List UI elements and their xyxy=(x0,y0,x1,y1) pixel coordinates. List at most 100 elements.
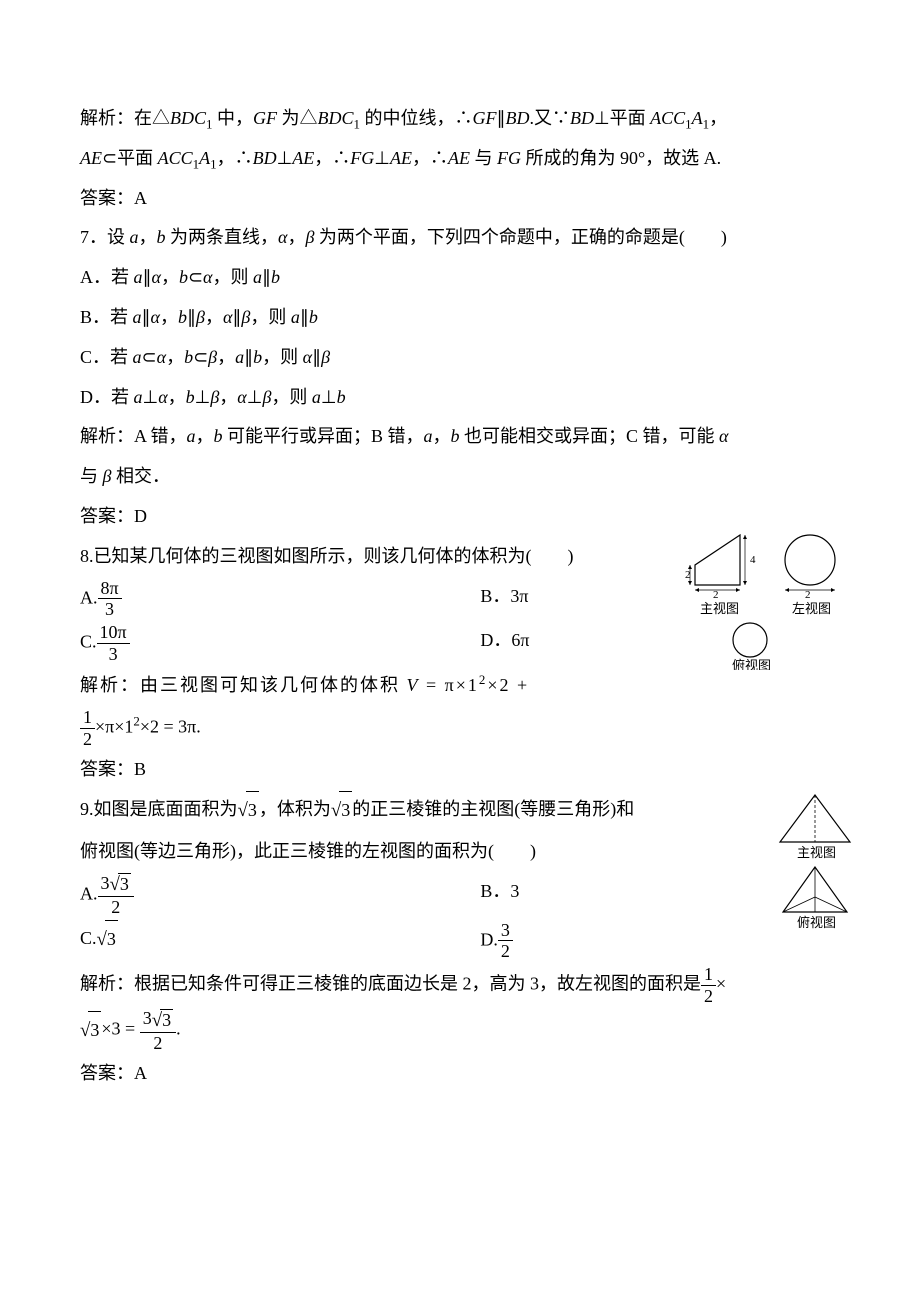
n: 3 xyxy=(498,920,513,941)
l: B． xyxy=(480,586,510,606)
q9-analysis: 解析：根据已知条件可得正三棱锥的底面边长是 2，高为 3，故左视图的面积是12× xyxy=(80,964,850,1006)
top-view-label: 俯视图 xyxy=(732,658,771,670)
num: 8π xyxy=(98,578,122,599)
gf2: GF xyxy=(472,108,496,128)
q9-figure: 主视图 俯视图 xyxy=(760,787,870,940)
m: ×3 = xyxy=(101,1019,139,1039)
q9-optC: C.√3 xyxy=(80,920,480,960)
sqrt: √3 xyxy=(238,791,259,831)
a: a xyxy=(133,307,142,327)
l: A. xyxy=(80,587,98,607)
be: β xyxy=(210,387,219,407)
perp: ⊥ xyxy=(143,387,159,407)
al: α xyxy=(278,227,287,247)
mid: ，∴ xyxy=(217,148,253,168)
t: 与 xyxy=(80,466,103,486)
main-view-label: 主视图 xyxy=(700,601,739,616)
b: b xyxy=(214,426,223,446)
t: 解析：由三视图可知该几何体的体积 xyxy=(80,675,407,695)
b: b xyxy=(184,347,193,367)
be2: β xyxy=(262,387,271,407)
a2: a xyxy=(312,387,321,407)
t2: 相交． xyxy=(111,466,170,486)
q7-analysis: 解析：A 错，a，b 可能平行或异面；B 错，a，b 也可能相交或异面；C 错，… xyxy=(80,418,850,456)
d: 2 xyxy=(98,896,134,918)
d: 2 xyxy=(498,940,513,962)
text: .又∵ xyxy=(529,108,570,128)
v2: 3 xyxy=(339,791,352,830)
answer-label: 答案： xyxy=(80,759,134,779)
q6-answer: 答案：A xyxy=(80,180,850,218)
n: 3 xyxy=(143,1008,152,1028)
t2: 为两条直线， xyxy=(166,227,279,247)
q7-optB: B．若 a∥α，b∥β，α∥β，则 a∥b xyxy=(80,299,850,337)
al2: α xyxy=(303,347,312,367)
bd: BD xyxy=(505,108,529,128)
left-view-label: 左视图 xyxy=(792,601,831,616)
text: 为△ xyxy=(277,108,318,128)
a: a xyxy=(130,227,139,247)
d: 2 xyxy=(140,1032,176,1054)
frac: 3√32 xyxy=(140,1008,176,1053)
perp4: ⊥ xyxy=(321,387,337,407)
x: × xyxy=(716,973,726,993)
perp2: ⊥ xyxy=(195,387,211,407)
q9-analysis-l2: √3×3 = 3√32. xyxy=(80,1008,850,1053)
al: α xyxy=(152,267,161,287)
sqrt2: √3 xyxy=(152,1009,173,1032)
q7-stem: 7．设 a，b 为两条直线，α，β 为两个平面，下列四个命题中，正确的命题是( … xyxy=(80,219,850,257)
fg: FG xyxy=(350,148,374,168)
q8-answer: 答案：B xyxy=(80,751,850,789)
accA2: A xyxy=(199,148,210,168)
m1: ，体积为 xyxy=(259,799,331,819)
frac: 32 xyxy=(498,920,513,962)
main-label: 主视图 xyxy=(797,845,836,860)
frac: 10π3 xyxy=(97,622,130,664)
acc: ACC xyxy=(650,108,685,128)
t: 俯视图(等边三角形)，此正三棱锥的左视图的面积为( ) xyxy=(80,841,536,861)
ae2: AE xyxy=(292,148,314,168)
dim-2b: 2 xyxy=(713,589,719,601)
a2: a xyxy=(291,307,300,327)
v: V xyxy=(407,675,420,695)
text: 解析：在△ xyxy=(80,108,170,128)
s: 3 xyxy=(88,1011,101,1050)
sqrt: √3 xyxy=(110,873,131,896)
v: 3 xyxy=(246,791,259,830)
t3: 为两个平面，下列四个命题中，正确的命题是( ) xyxy=(314,227,727,247)
q7-analysis-l2: 与 β 相交． xyxy=(80,458,850,496)
label: B．若 xyxy=(80,307,133,327)
m: ×π×1 xyxy=(95,716,133,736)
n: 1 xyxy=(701,964,716,985)
t: ，则 xyxy=(250,307,291,327)
b: b xyxy=(157,227,166,247)
bdc1: BDC xyxy=(170,108,206,128)
t: 解析：A 错， xyxy=(80,426,187,446)
answer-value: A xyxy=(134,188,147,208)
b2: b xyxy=(271,267,280,287)
al2: α xyxy=(237,387,246,407)
be: β xyxy=(208,347,217,367)
l: C. xyxy=(80,928,97,948)
n: 3 xyxy=(101,873,110,893)
q9-answer: 答案：A xyxy=(80,1055,850,1093)
t: 7．设 xyxy=(80,227,130,247)
q8-analysis: 解析：由三视图可知该几何体的体积 V = π×12×2 + xyxy=(80,666,850,705)
text: 的中位线，∴ xyxy=(360,108,473,128)
q8-block: 2 4 2 主视图 2 左视图 俯视图 8.已知某几何体的三视图如图所示，则该几… xyxy=(80,538,850,705)
bd2: BD xyxy=(570,108,594,128)
answer-label: 答案： xyxy=(80,1063,134,1083)
frac: 8π3 xyxy=(98,578,122,620)
t: ×2 = 3π. xyxy=(140,716,201,736)
l: B． xyxy=(480,881,510,901)
sub: ⊂ xyxy=(188,267,203,287)
a: a xyxy=(134,387,143,407)
sqrt: √3 xyxy=(97,920,118,960)
al2: α xyxy=(203,267,212,287)
text: 中， xyxy=(212,108,253,128)
q9-stem-l1: 9.如图是底面面积为√3，体积为√3的正三棱锥的主视图(等腰三角形)和 xyxy=(80,791,850,831)
q8-figure: 2 4 2 主视图 2 左视图 俯视图 xyxy=(680,520,870,670)
e2: ×2 + xyxy=(487,675,529,695)
al: α xyxy=(158,387,167,407)
s2: 3 xyxy=(160,1009,173,1031)
